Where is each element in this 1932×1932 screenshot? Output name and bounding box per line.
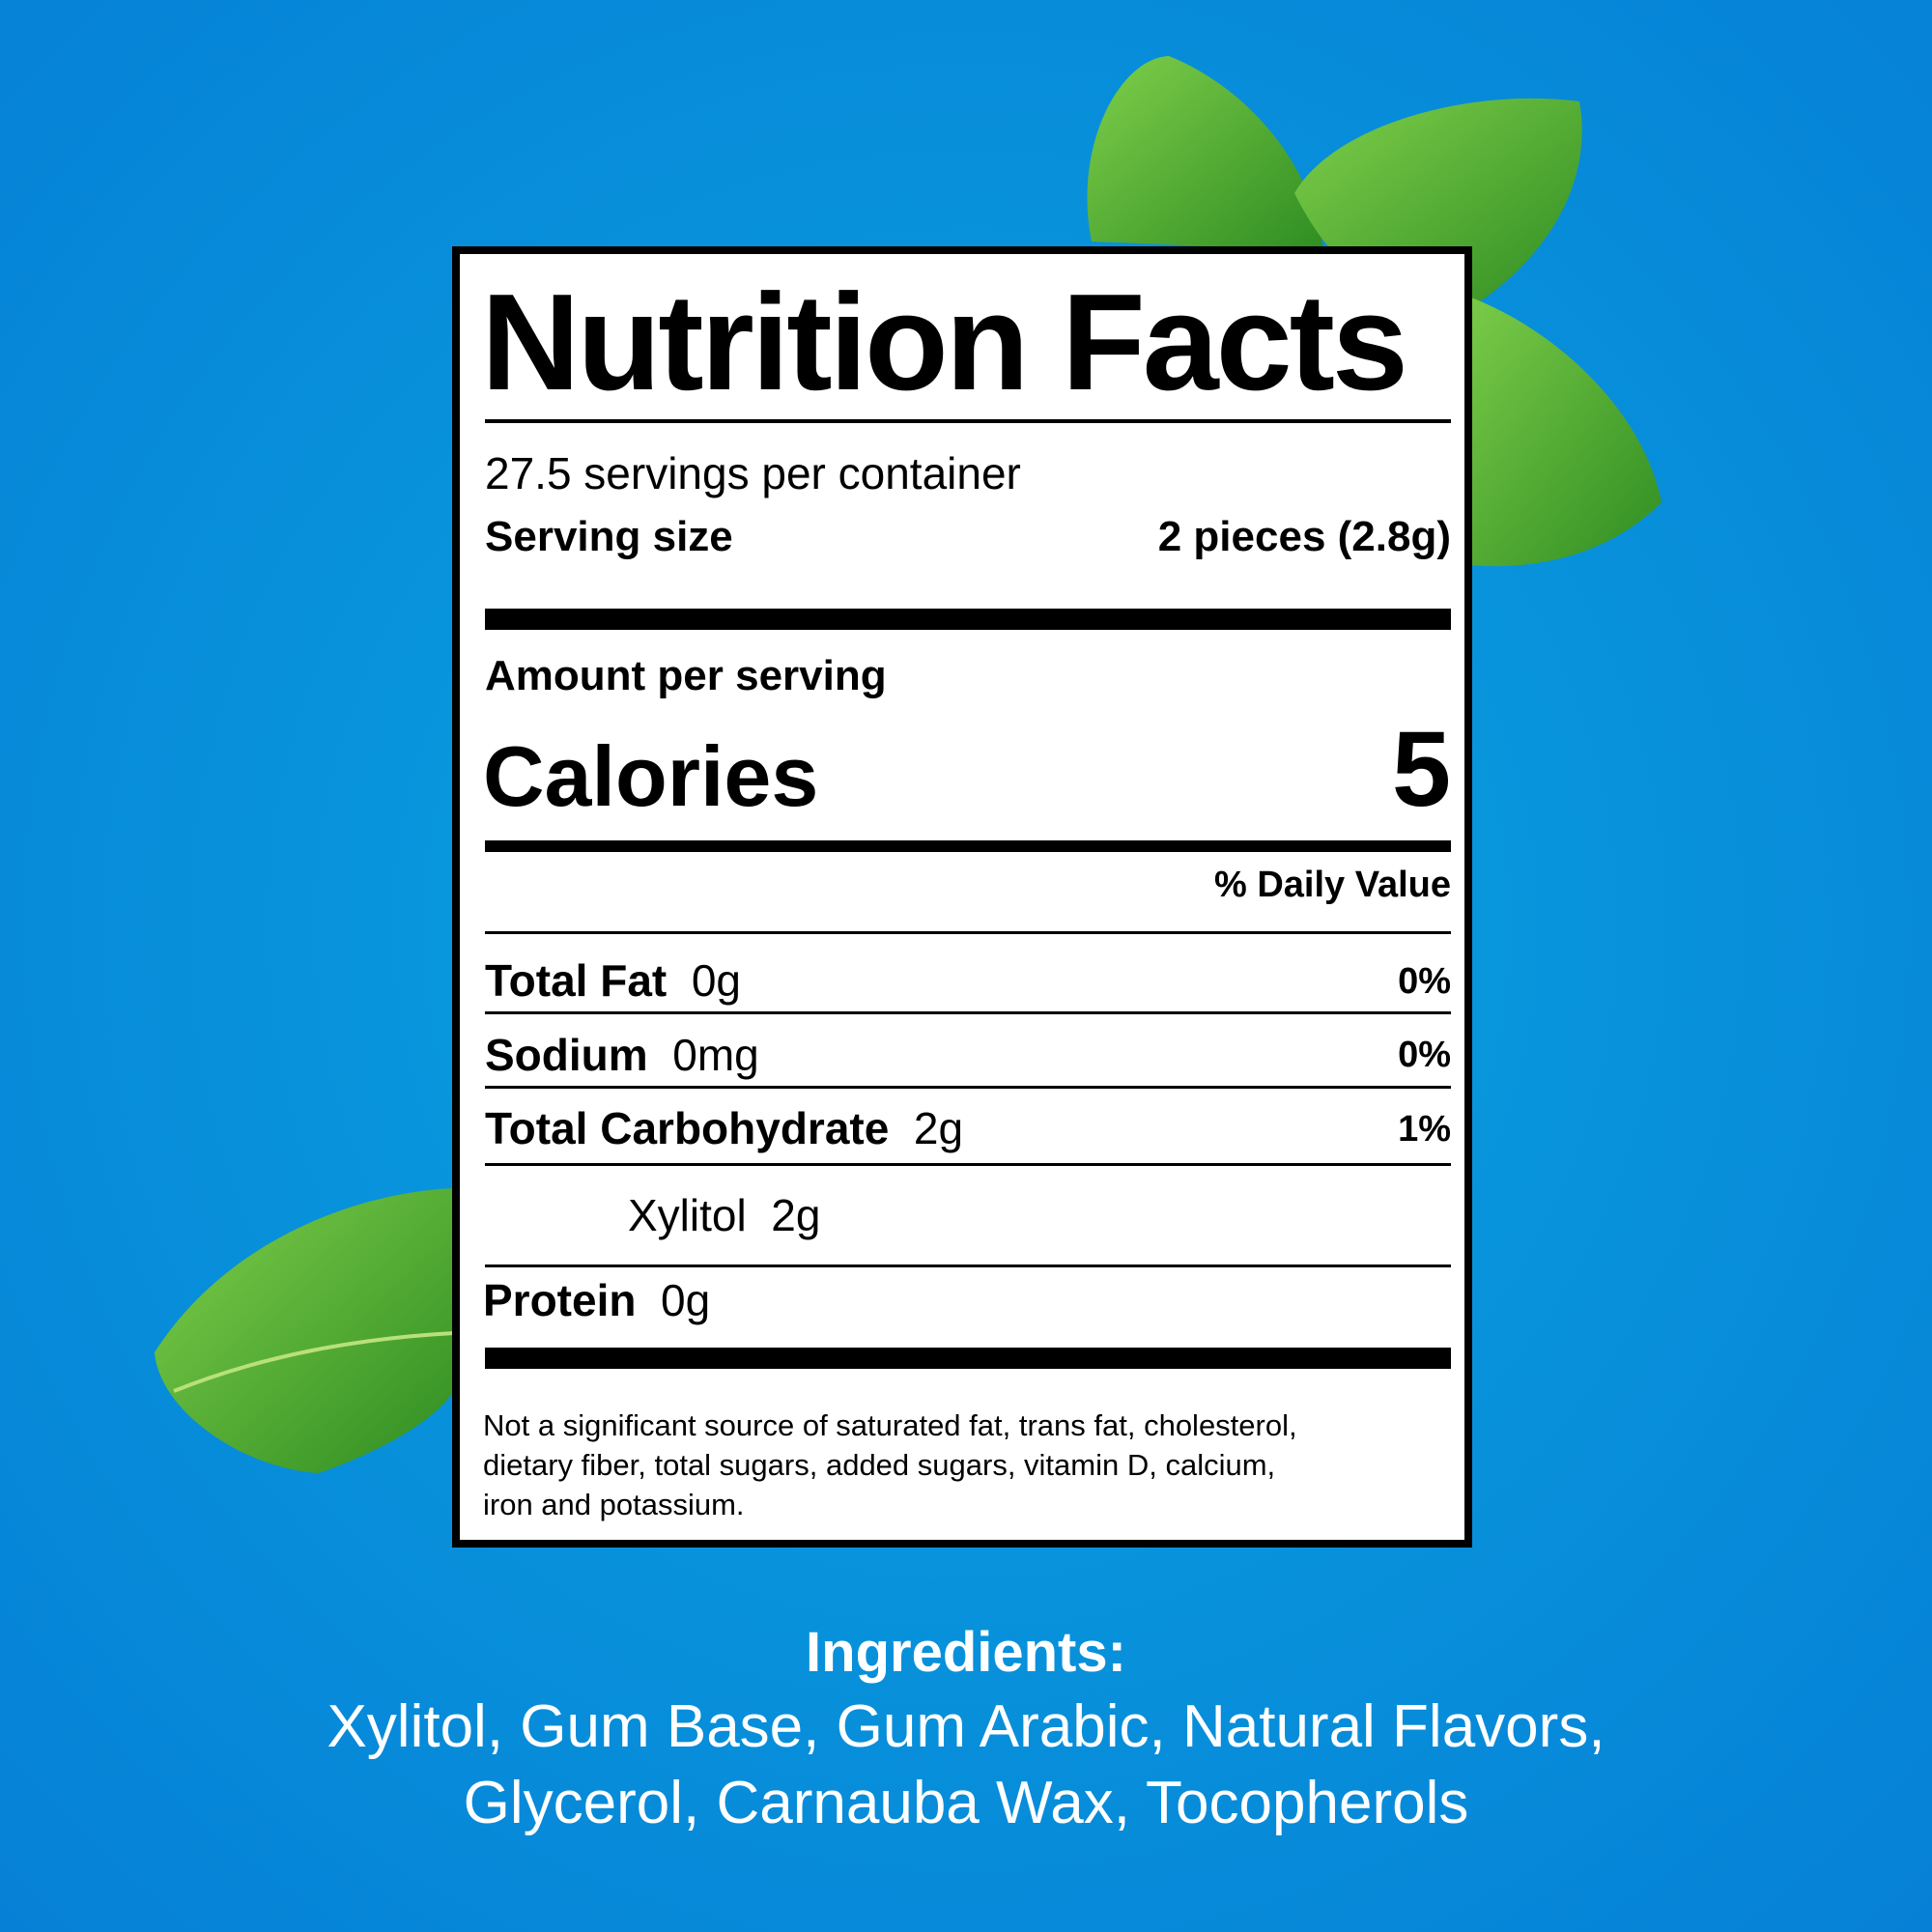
nutrient-amount: 2g <box>771 1190 821 1240</box>
calories-label: Calories <box>483 728 819 824</box>
footnote-line: Not a significant source of saturated fa… <box>483 1408 1297 1442</box>
label-title: Nutrition Facts <box>481 266 1408 419</box>
nutrient-name: Total Fat <box>485 955 668 1006</box>
divider <box>485 1264 1451 1267</box>
nutrient-dv: 0% <box>1398 1035 1451 1075</box>
thick-divider <box>485 609 1451 630</box>
nutrient-dv: 1% <box>1398 1109 1451 1150</box>
daily-value-header: % Daily Value <box>1213 865 1451 905</box>
nutrient-dv: 0% <box>1398 961 1451 1002</box>
footnote-line: iron and potassium. <box>483 1488 745 1521</box>
nutrient-amount: 0mg <box>672 1030 759 1080</box>
divider <box>485 1011 1451 1014</box>
mint-leaf-left <box>155 1188 455 1473</box>
serving-size-label: Serving size <box>485 513 733 560</box>
divider <box>485 931 1451 934</box>
divider <box>485 1086 1451 1089</box>
ingredients-heading: Ingredients: <box>806 1621 1126 1684</box>
thick-divider <box>485 840 1451 852</box>
divider <box>485 1163 1451 1166</box>
amount-per-serving: Amount per serving <box>485 652 887 699</box>
ingredients-line: Xylitol, Gum Base, Gum Arabic, Natural F… <box>327 1693 1605 1760</box>
nutrient-amount: 0g <box>691 955 741 1006</box>
thick-divider <box>485 1348 1451 1369</box>
nutrient-name: Total Carbohydrate <box>485 1103 890 1153</box>
servings-per-container: 27.5 servings per container <box>485 448 1021 498</box>
footnote-line: dietary fiber, total sugars, added sugar… <box>483 1448 1276 1482</box>
nutrient-name: Xylitol <box>628 1190 747 1240</box>
nutrient-amount: 2g <box>913 1103 964 1153</box>
nutrient-amount: 0g <box>661 1275 711 1325</box>
footnote: Not a significant source of saturated fa… <box>483 1406 1297 1524</box>
ingredients-line: Glycerol, Carnauba Wax, Tocopherols <box>463 1770 1469 1836</box>
serving-size-value: 2 pieces (2.8g) <box>1157 513 1451 560</box>
divider <box>485 419 1451 423</box>
nutrient-name: Sodium <box>485 1030 648 1080</box>
nutrient-name: Protein <box>483 1275 637 1325</box>
nutrition-facts-label: Nutrition Facts 27.5 servings per contai… <box>452 246 1472 1548</box>
calories-value: 5 <box>1391 710 1451 829</box>
